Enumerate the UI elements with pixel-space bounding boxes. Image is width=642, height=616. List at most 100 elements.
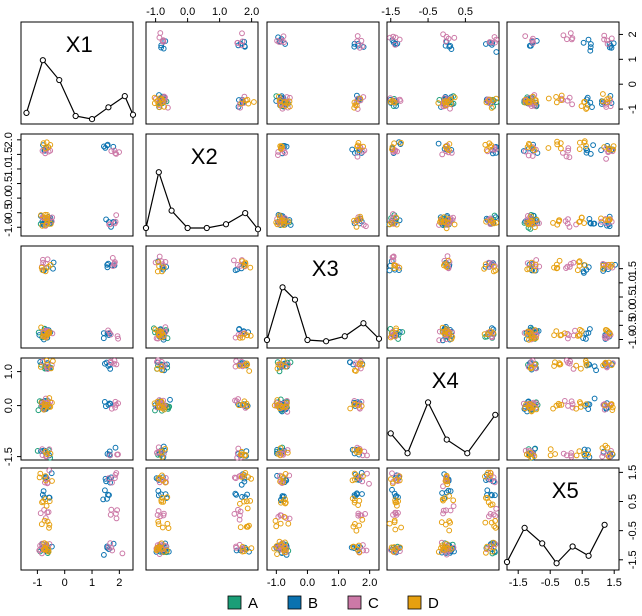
scatter-point-C — [568, 450, 575, 456]
panel-frame — [506, 467, 620, 571]
scatter-point-D — [525, 98, 532, 105]
scatter-point-D — [244, 96, 251, 103]
scatter-point-D — [247, 264, 254, 271]
scatter-point-D — [156, 404, 163, 411]
scatter-point-D — [532, 361, 538, 368]
scatter-point-D — [164, 494, 171, 501]
scatter-point-B — [583, 336, 589, 342]
scatter-point-D — [446, 518, 453, 524]
scatter-point-C — [119, 550, 126, 557]
scatter-point-D — [609, 404, 616, 411]
scatter-point-D — [558, 92, 565, 99]
scatter-point-C — [565, 145, 572, 152]
scatter-point-B — [389, 486, 395, 493]
scatter-point-C — [439, 151, 446, 158]
scatter-point-B — [233, 547, 240, 554]
panel-X2-X1 — [20, 133, 134, 237]
scatter-point-D — [38, 212, 44, 219]
left-axis-tick-label: 2.0 — [3, 132, 15, 147]
scatter-point-D — [489, 548, 496, 555]
density-line — [266, 286, 380, 342]
density-point — [263, 336, 271, 344]
scatter-point-D — [45, 144, 52, 151]
scatter-point-D — [584, 105, 590, 111]
scatter-point-D — [282, 363, 289, 370]
scatter-point-D — [583, 361, 590, 368]
scatter-point-D — [280, 358, 287, 364]
scatter-point-C — [284, 447, 291, 453]
scatter-point-D — [278, 541, 285, 548]
scatter-point-C — [105, 475, 112, 482]
right-axis-tick-label: 0 — [627, 81, 639, 87]
scatter-point-C — [565, 147, 571, 154]
scatter-point-D — [151, 400, 158, 407]
scatter-point-C — [114, 507, 120, 514]
scatter-point-D — [237, 334, 243, 341]
scatter-point-D — [487, 328, 494, 335]
scatter-point-C — [286, 515, 293, 522]
scatter-point-C — [160, 512, 167, 519]
panel-frame — [145, 467, 259, 571]
panel-X1-X5 — [506, 21, 620, 125]
diagonal-label: X2 — [191, 144, 218, 169]
scatter-point-D — [482, 141, 489, 148]
scatter-point-C — [354, 96, 361, 102]
scatter-point-D — [493, 95, 500, 102]
scatter-point-D — [388, 476, 394, 483]
scatter-point-D — [446, 147, 452, 154]
scatter-point-C — [524, 260, 531, 267]
scatter-point-C — [391, 214, 398, 221]
scatter-point-D — [440, 219, 447, 226]
density-line — [145, 169, 259, 230]
right-axis-tick-label: 1 — [627, 56, 639, 62]
density-point — [56, 76, 63, 84]
scatter-point-B — [588, 41, 594, 47]
scatter-point-D — [241, 498, 247, 505]
bottom-axis-tick-label: 0 — [62, 577, 68, 589]
scatter-point-D — [448, 545, 455, 552]
scatter-point-D — [490, 539, 497, 546]
panel-frame — [145, 245, 259, 349]
scatter-point-D — [44, 518, 51, 525]
scatter-point-D — [522, 99, 529, 106]
density-point — [39, 57, 46, 64]
scatter-point-D — [531, 453, 538, 460]
scatter-point-D — [448, 336, 455, 342]
scatter-point-C — [358, 37, 365, 44]
scatter-point-C — [447, 105, 453, 112]
scatter-point-B — [492, 492, 498, 499]
scatter-point-D — [275, 361, 282, 368]
scatter-point-B — [351, 43, 358, 50]
scatter-point-D — [386, 221, 393, 228]
scatter-point-C — [485, 99, 492, 106]
scatter-point-D — [350, 543, 357, 550]
scatter-point-D — [442, 521, 449, 528]
left-axis-tick-label: -1.5 — [3, 447, 15, 466]
scatter-point-B — [580, 335, 586, 342]
panel-frame — [506, 21, 620, 125]
scatter-point-C — [390, 33, 397, 40]
scatter-point-D — [389, 146, 395, 153]
scatter-point-D — [49, 478, 55, 484]
scatter-point-C — [443, 551, 450, 558]
scatter-point-D — [578, 365, 584, 372]
scatter-point-D — [556, 257, 563, 264]
panel-frame — [386, 21, 500, 125]
diagonal-label: X3 — [312, 256, 339, 281]
scatter-point-D — [492, 524, 499, 531]
diagonal-label: X4 — [432, 368, 459, 393]
scatter-point-D — [274, 551, 280, 557]
scatter-point-D — [356, 542, 362, 549]
scatter-point-D — [386, 520, 393, 527]
left-axis-tick-label: -1.0 — [3, 218, 15, 237]
scatter-point-B — [100, 335, 107, 342]
scatter-point-B — [238, 481, 245, 488]
scatter-point-C — [563, 153, 570, 160]
scatter-point-C — [234, 39, 241, 46]
scatter-point-C — [284, 94, 290, 100]
scatter-point-D — [446, 141, 453, 147]
scatter-point-B — [493, 49, 500, 55]
panel-frame — [20, 133, 134, 237]
left-axis-tick-label: 1.5 — [3, 147, 15, 162]
